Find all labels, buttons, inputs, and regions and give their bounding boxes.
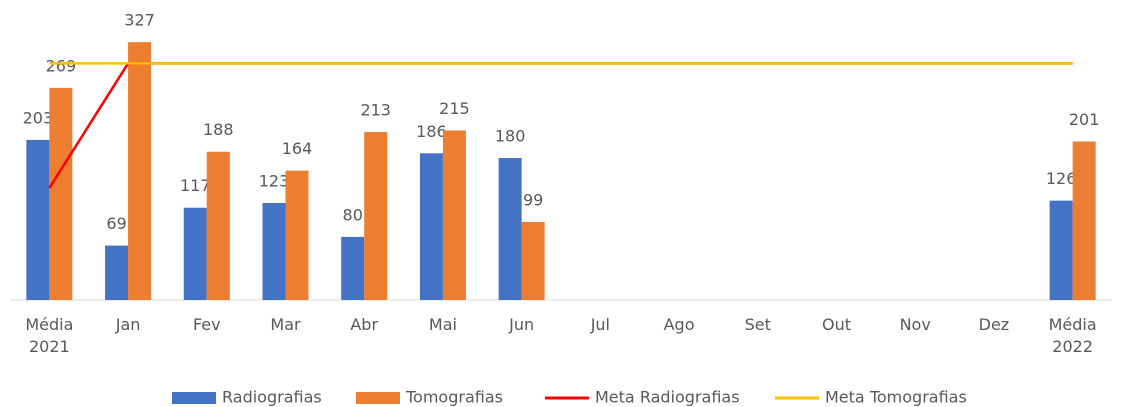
- bar: [1049, 200, 1073, 300]
- x-tick-label: Nov: [899, 315, 931, 334]
- data-label: 80: [343, 205, 363, 224]
- legend-swatch: [172, 392, 216, 404]
- bar: [364, 132, 388, 300]
- x-tick-label: Dez: [978, 315, 1010, 334]
- x-tick-label: Mar: [270, 315, 301, 334]
- data-label: 186: [416, 122, 447, 141]
- legend-label: Meta Tomografias: [825, 388, 967, 407]
- x-tick-label: Set: [744, 315, 771, 334]
- legend-label: Meta Radiografias: [595, 388, 740, 407]
- data-label: 203: [23, 108, 54, 127]
- data-label: 269: [46, 56, 77, 75]
- data-label: 213: [360, 101, 391, 120]
- data-label: 123: [259, 172, 290, 191]
- x-tick-label: Jan: [115, 315, 141, 334]
- bar: [1072, 141, 1096, 300]
- bar: [49, 87, 73, 300]
- data-label: 117: [180, 176, 211, 195]
- data-label: 180: [495, 127, 526, 146]
- x-tick-label: Média 2022: [1048, 315, 1097, 356]
- data-label: 201: [1069, 110, 1100, 129]
- bar: [26, 139, 50, 300]
- data-label: 327: [124, 11, 155, 30]
- x-tick-label: Média 2021: [25, 315, 74, 356]
- x-tick-label: Out: [821, 315, 851, 334]
- data-label: 215: [439, 99, 470, 118]
- bar: [183, 207, 207, 300]
- bar: [128, 42, 152, 300]
- bar: [419, 153, 443, 300]
- bar: [341, 236, 365, 300]
- bar: [105, 245, 129, 300]
- data-label: 126: [1046, 169, 1077, 188]
- data-label: 164: [282, 139, 313, 158]
- data-label: 99: [523, 190, 543, 209]
- data-label: 188: [203, 120, 234, 139]
- data-label: 69: [106, 214, 126, 233]
- x-tick-label: Ago: [663, 315, 695, 334]
- x-tick-label: Abr: [350, 315, 379, 334]
- x-tick-label: Fev: [192, 315, 221, 334]
- bar: [442, 130, 466, 300]
- bar: [521, 221, 545, 300]
- bar: [262, 203, 286, 300]
- bar: [498, 158, 522, 300]
- bar: [285, 170, 309, 300]
- legend-label: Tomografias: [405, 388, 503, 407]
- x-tick-label: Mai: [428, 315, 457, 334]
- x-tick-label: Jun: [509, 315, 535, 334]
- legend-label: Radiografias: [222, 388, 322, 407]
- x-tick-label: Jul: [590, 315, 610, 334]
- bar: [206, 151, 230, 300]
- legend-swatch: [356, 392, 400, 404]
